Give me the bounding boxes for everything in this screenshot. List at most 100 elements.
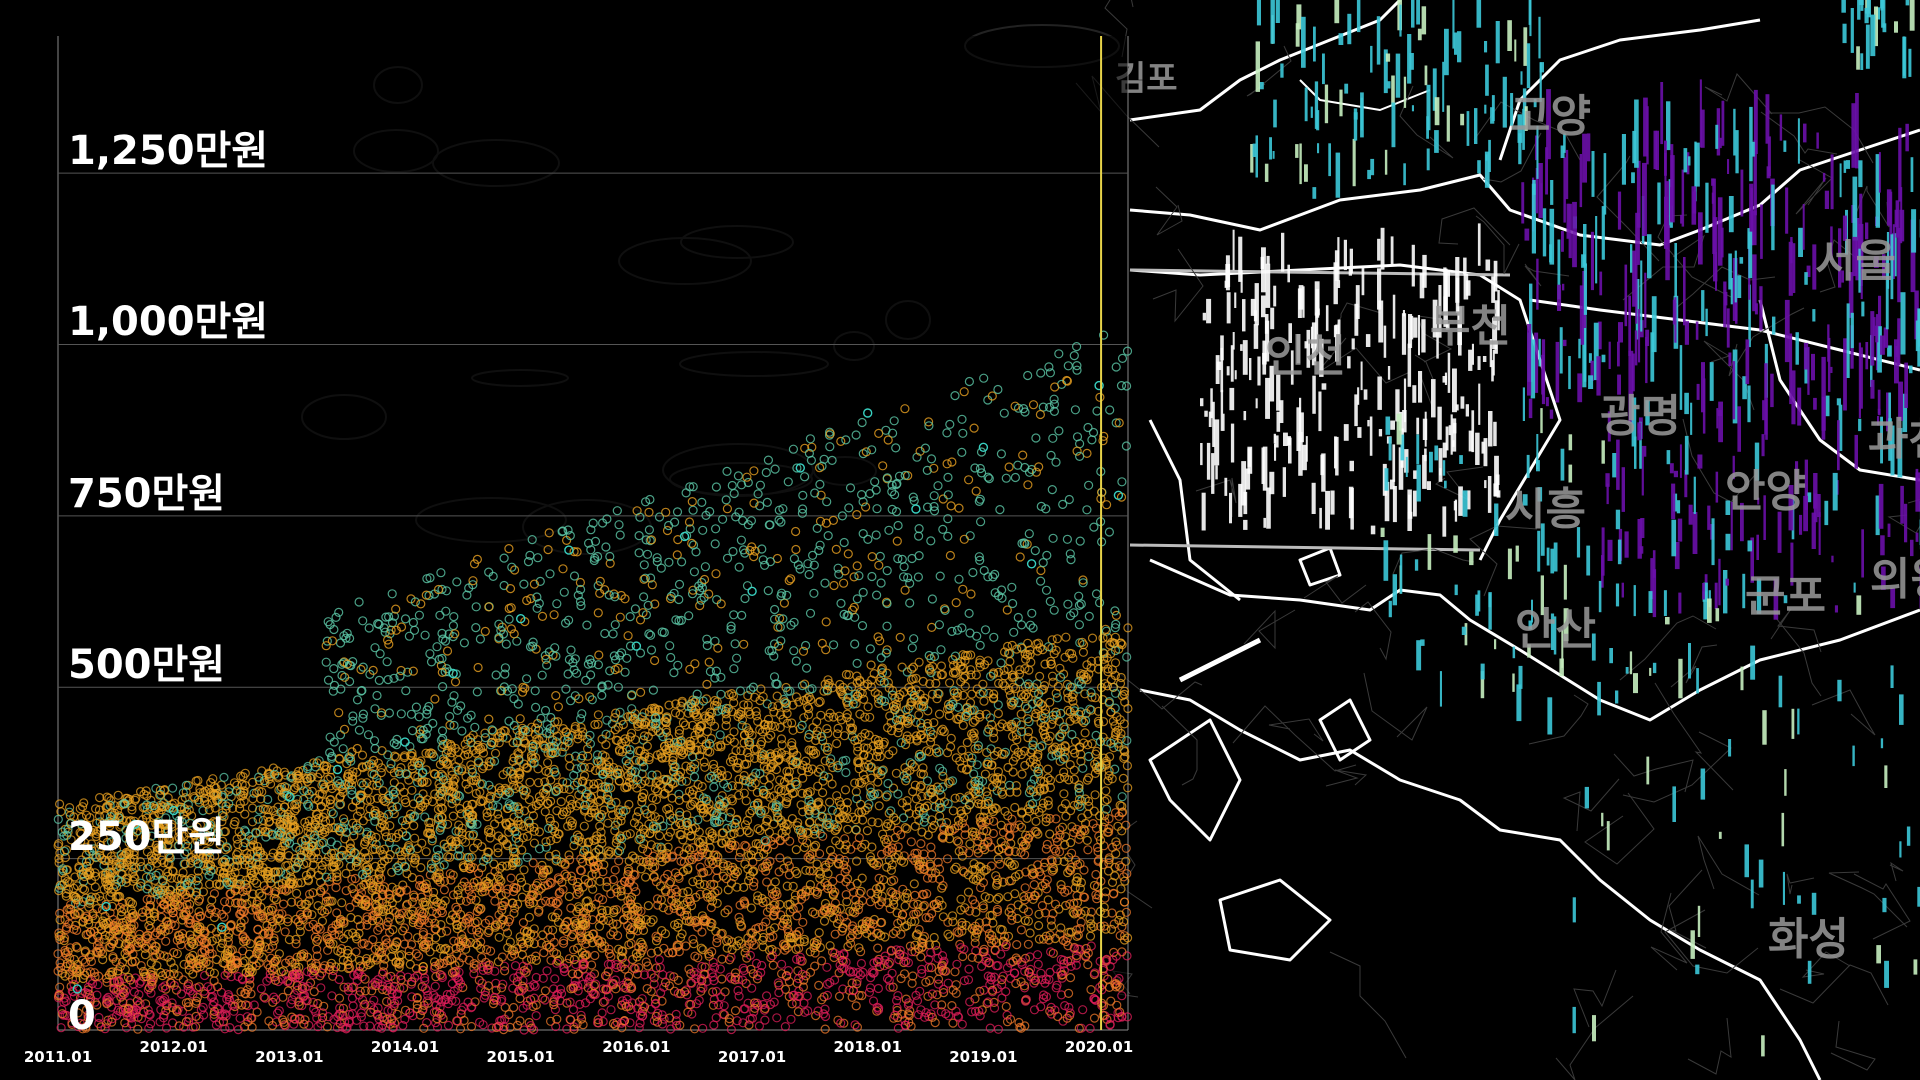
map-price-bar — [1401, 313, 1407, 355]
map-price-bar — [1837, 420, 1840, 471]
map-price-bar — [1522, 387, 1525, 421]
map-price-bar — [1436, 328, 1439, 359]
map-price-bar — [1652, 550, 1656, 578]
map-price-bar — [1790, 542, 1794, 586]
map-price-bar — [1752, 254, 1757, 312]
map-price-bar — [1690, 402, 1693, 435]
map-label-uiwang: 의왕 — [1870, 554, 1920, 605]
map-price-bar — [1698, 212, 1703, 265]
district-line — [1475, 215, 1520, 275]
map-price-bar — [1880, 335, 1885, 355]
map-price-bar — [1421, 319, 1426, 353]
map-price-bar — [1563, 608, 1569, 642]
map-price-bar — [1618, 322, 1623, 343]
map-price-bar — [1887, 523, 1891, 537]
map-price-bar — [1566, 203, 1570, 239]
map-price-bar — [1427, 534, 1432, 570]
map-price-bar — [1576, 527, 1581, 558]
map-price-bar — [1492, 317, 1498, 349]
map-price-bar — [1660, 82, 1664, 145]
map-price-bar — [1540, 523, 1545, 556]
map-price-bar — [1715, 124, 1719, 149]
map-price-bar — [1530, 339, 1536, 399]
map-price-bar — [1387, 81, 1391, 89]
map-price-bar — [1855, 93, 1859, 169]
map-price-bar — [1880, 416, 1883, 464]
map-price-bar — [1395, 389, 1400, 422]
map-price-bar — [1714, 582, 1718, 609]
map-price-bar — [1915, 468, 1919, 482]
map-price-bar — [1467, 490, 1471, 510]
map-price-bar — [1822, 172, 1826, 182]
map-price-bar — [1648, 591, 1653, 613]
map-price-bar — [1830, 154, 1834, 210]
map-price-bar — [1782, 871, 1785, 905]
map-price-bar — [1422, 454, 1427, 489]
map-price-bar — [1591, 151, 1595, 197]
map-price-bar — [1516, 684, 1522, 722]
map-price-bar — [1460, 396, 1465, 409]
map-price-bar — [1899, 841, 1902, 858]
map-price-bar — [1735, 130, 1739, 174]
map-price-bar — [1314, 81, 1319, 129]
map-price-bar — [1860, 238, 1863, 300]
map-price-bar — [1524, 106, 1528, 131]
map-price-bar — [1642, 162, 1647, 236]
map-price-bar — [1222, 413, 1225, 431]
map-price-bar — [1206, 298, 1212, 324]
district-line — [1668, 869, 1707, 949]
district-line — [1414, 354, 1434, 407]
map-price-bar — [1524, 228, 1530, 241]
map-price-bar — [1832, 472, 1838, 511]
map-price-bar — [1549, 409, 1554, 419]
map-price-bar — [1761, 434, 1765, 457]
map-price-bar — [1261, 247, 1266, 293]
map-price-bar — [1367, 420, 1370, 427]
map-price-bar — [1882, 254, 1886, 279]
map-price-bar — [1416, 434, 1420, 465]
district-line — [1704, 73, 1773, 115]
map-price-bar — [1821, 356, 1826, 431]
map-price-bar — [1528, 398, 1533, 419]
map-price-bar — [1523, 27, 1528, 66]
map-price-bar — [1880, 738, 1884, 749]
map-price-bar — [1408, 494, 1411, 513]
map-price-bar — [1670, 155, 1675, 223]
district-line — [1152, 248, 1204, 323]
map-price-bar — [1559, 327, 1563, 374]
map-price-bar — [1480, 663, 1485, 680]
map-price-bar — [1663, 590, 1667, 616]
map-price-bar — [1302, 286, 1305, 318]
map-price-bar — [1384, 149, 1388, 175]
map-price-bar — [1522, 88, 1527, 125]
map-price-bar — [1369, 416, 1373, 456]
map-price-bar — [1910, 157, 1914, 192]
map-price-bar — [1420, 639, 1425, 646]
map-price-bar — [1870, 311, 1875, 366]
map-price-bar — [1783, 595, 1788, 604]
map-price-bar — [1734, 250, 1737, 303]
map-price-bar — [1384, 481, 1390, 522]
map-price-bar — [1632, 250, 1636, 307]
map-price-bar — [1789, 333, 1793, 405]
map-price-bar — [1646, 756, 1650, 785]
map-price-bar — [1494, 639, 1497, 650]
map-price-bar — [1407, 511, 1413, 519]
map-price-bar — [1612, 453, 1617, 478]
map-price-bar — [1792, 243, 1796, 293]
map-price-bar — [1377, 238, 1381, 261]
map-price-bar — [1795, 461, 1799, 495]
map-price-bar — [1446, 105, 1450, 142]
map-price-bar — [1807, 346, 1810, 395]
map-price-bar — [1539, 62, 1544, 73]
map-price-bar — [1791, 370, 1796, 425]
map-price-bar — [1266, 255, 1270, 265]
map-price-bar — [1641, 445, 1644, 496]
district-line — [1161, 705, 1198, 786]
map-price-bar — [1705, 308, 1708, 337]
map-price-bar — [1728, 196, 1734, 233]
map-price-bar — [1860, 347, 1863, 409]
map-price-bar — [1370, 525, 1376, 535]
map-price-bar — [1742, 376, 1747, 400]
map-price-bar — [1466, 111, 1470, 146]
